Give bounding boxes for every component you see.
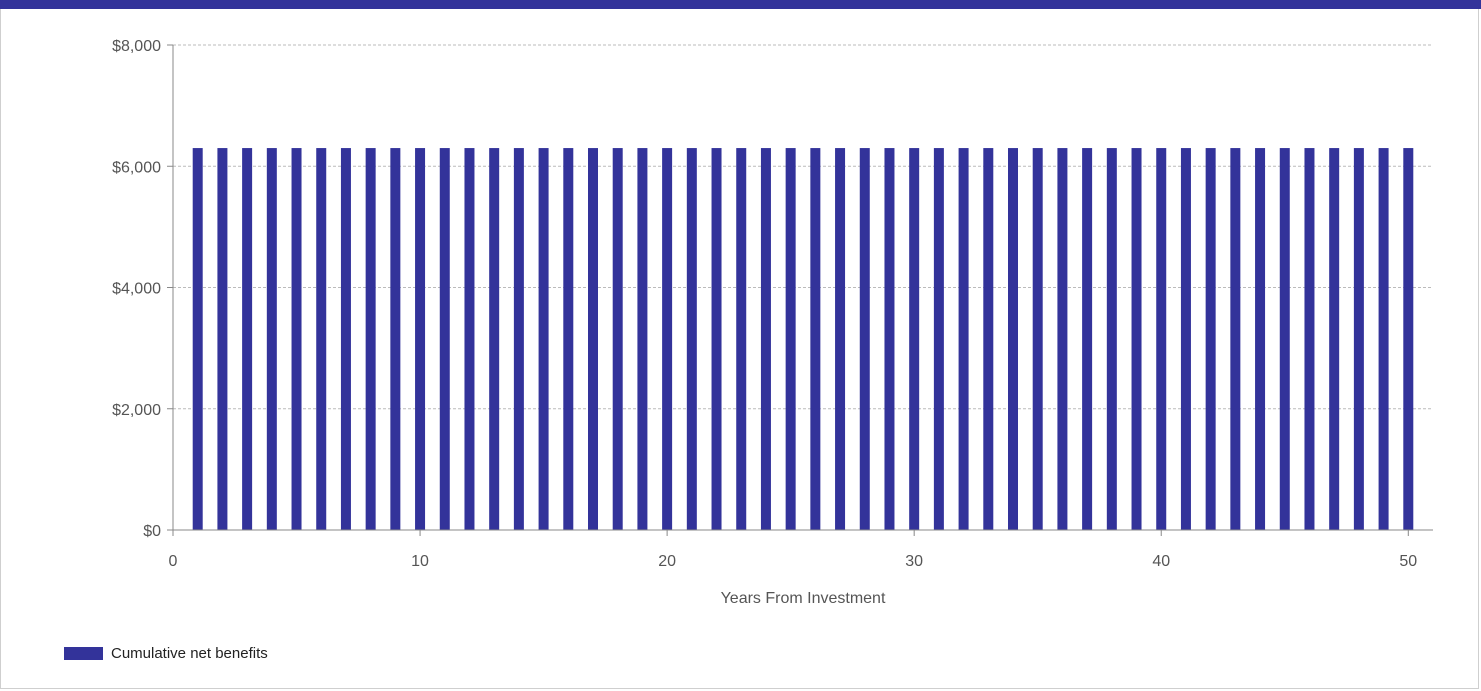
y-axis-tick-labels: $0 $2,000 $4,000 $6,000 $8,000 <box>112 38 161 540</box>
bar <box>340 148 351 530</box>
bar <box>711 148 722 530</box>
bar <box>464 148 475 530</box>
bar <box>637 148 648 530</box>
bar <box>1230 148 1241 530</box>
bar <box>563 148 574 530</box>
gridlines <box>173 44 1433 410</box>
bar <box>983 148 994 530</box>
bar <box>266 148 277 530</box>
bar <box>909 148 920 530</box>
bar <box>1205 148 1216 530</box>
bar <box>1156 148 1167 530</box>
x-tick-label: 50 <box>1399 553 1417 570</box>
x-tick-label: 20 <box>658 553 676 570</box>
bar <box>365 148 376 530</box>
x-tick-label: 0 <box>169 553 178 570</box>
bar <box>513 148 524 530</box>
bar <box>760 148 771 530</box>
bar <box>1279 148 1290 530</box>
y-tick-label: $8,000 <box>112 38 161 55</box>
bar <box>242 148 253 530</box>
bar <box>785 148 796 530</box>
bar <box>933 148 944 530</box>
bar <box>686 148 697 530</box>
bar <box>810 148 821 530</box>
bar <box>736 148 747 530</box>
legend-label: Cumulative net benefits <box>111 645 268 662</box>
bar <box>316 148 327 530</box>
axes <box>167 44 1433 536</box>
bars <box>192 148 1414 530</box>
header-accent-bar <box>0 0 1481 9</box>
bar <box>662 148 673 530</box>
bar <box>217 148 228 530</box>
legend-swatch <box>64 647 103 660</box>
bar <box>415 148 426 530</box>
bar <box>1304 148 1315 530</box>
bar <box>489 148 500 530</box>
bar <box>1378 148 1389 530</box>
bar <box>859 148 870 530</box>
bar <box>1403 148 1414 530</box>
legend: Cumulative net benefits <box>64 645 268 662</box>
y-tick-label: $6,000 <box>112 159 161 176</box>
bar <box>958 148 969 530</box>
bar <box>1008 148 1018 530</box>
bar <box>1057 148 1068 530</box>
y-tick-label: $0 <box>143 523 161 540</box>
bar <box>1032 148 1043 530</box>
bar <box>192 148 203 530</box>
y-tick-label: $2,000 <box>112 402 161 419</box>
bar <box>1106 148 1117 530</box>
x-axis-tick-labels: 0 10 20 30 40 50 <box>169 553 1418 570</box>
bar <box>1353 148 1364 530</box>
bar <box>439 148 450 530</box>
bar <box>1329 148 1340 530</box>
bar <box>291 148 302 530</box>
x-tick-label: 30 <box>905 553 923 570</box>
x-axis-title: Years From Investment <box>721 590 886 607</box>
x-tick-label: 10 <box>411 553 429 570</box>
bar <box>835 148 846 530</box>
y-tick-label: $4,000 <box>112 281 161 298</box>
x-tick-label: 40 <box>1152 553 1170 570</box>
bar <box>1131 148 1142 530</box>
bar <box>612 148 623 530</box>
bar <box>1180 148 1191 530</box>
bar <box>390 148 401 530</box>
bar <box>1255 148 1266 530</box>
bar <box>588 148 598 530</box>
bar <box>1082 148 1093 530</box>
bar <box>884 148 895 530</box>
bar <box>538 148 549 530</box>
